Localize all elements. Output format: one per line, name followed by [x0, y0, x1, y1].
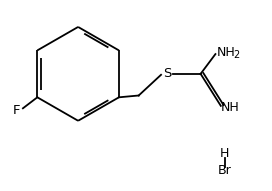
Text: S: S	[163, 67, 171, 80]
Text: Br: Br	[218, 164, 232, 177]
Text: 2: 2	[233, 50, 240, 60]
Text: NH: NH	[221, 101, 240, 114]
Text: F: F	[13, 104, 20, 117]
Text: NH: NH	[217, 46, 236, 59]
Text: H: H	[220, 147, 230, 160]
